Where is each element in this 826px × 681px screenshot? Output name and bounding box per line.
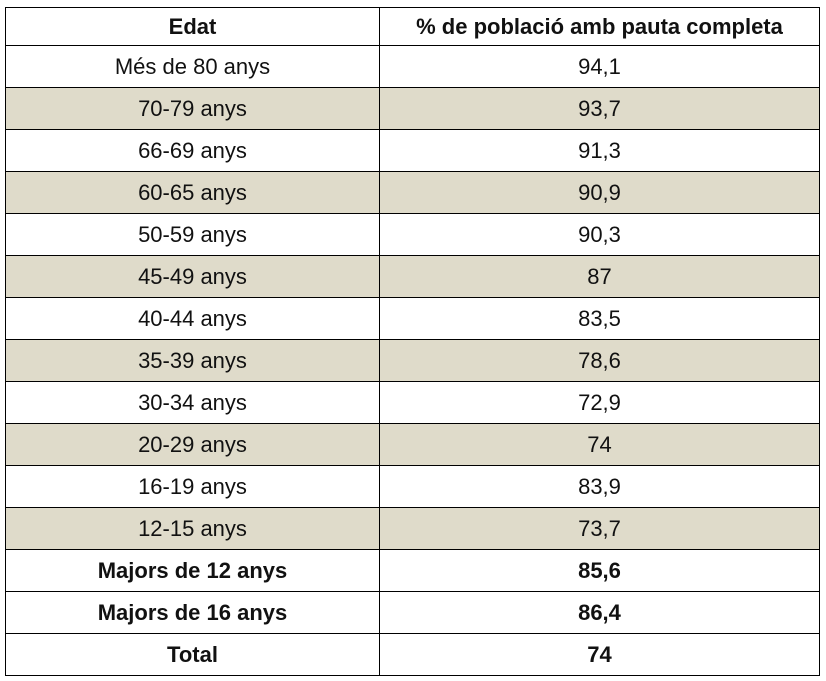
- age-cell: Total: [5, 633, 380, 676]
- age-cell: 40-44 anys: [5, 297, 380, 340]
- percent-cell: 93,7: [379, 87, 820, 130]
- table-row: Més de 80 anys 94,1: [5, 45, 820, 88]
- age-cell: 66-69 anys: [5, 129, 380, 172]
- table-row: 16-19 anys 83,9: [5, 465, 820, 508]
- table-row: 60-65 anys 90,9: [5, 171, 820, 214]
- age-cell: 50-59 anys: [5, 213, 380, 256]
- table-row: 50-59 anys 90,3: [5, 213, 820, 256]
- table-row: 20-29 anys 74: [5, 423, 820, 466]
- data-table: Edat % de població amb pauta completa Mé…: [5, 7, 820, 676]
- percent-cell: 78,6: [379, 339, 820, 382]
- table-row: 12-15 anys 73,7: [5, 507, 820, 550]
- percent-cell: 83,5: [379, 297, 820, 340]
- percent-cell: 87: [379, 255, 820, 298]
- percent-cell: 73,7: [379, 507, 820, 550]
- percent-cell: 74: [379, 633, 820, 676]
- table-row: Total 74: [5, 633, 820, 676]
- table-row: 70-79 anys 93,7: [5, 87, 820, 130]
- age-cell: Més de 80 anys: [5, 45, 380, 88]
- age-cell: 60-65 anys: [5, 171, 380, 214]
- percent-cell: 74: [379, 423, 820, 466]
- header-row: Edat % de població amb pauta completa: [5, 7, 820, 46]
- percent-cell: 91,3: [379, 129, 820, 172]
- age-cell: 45-49 anys: [5, 255, 380, 298]
- table-row: 66-69 anys 91,3: [5, 129, 820, 172]
- age-cell: 16-19 anys: [5, 465, 380, 508]
- percent-cell: 90,3: [379, 213, 820, 256]
- age-cell: 30-34 anys: [5, 381, 380, 424]
- table-body: Més de 80 anys 94,1 70-79 anys 93,7 66-69 an…: [5, 45, 820, 676]
- age-cell: Majors de 12 anys: [5, 549, 380, 592]
- percent-cell: 72,9: [379, 381, 820, 424]
- header-cell: Edat: [5, 7, 380, 46]
- table-row: Majors de 12 anys 85,6: [5, 549, 820, 592]
- age-cell: 20-29 anys: [5, 423, 380, 466]
- percent-cell: 94,1: [379, 45, 820, 88]
- table-row: Majors de 16 anys 86,4: [5, 591, 820, 634]
- table-row: 40-44 anys 83,5: [5, 297, 820, 340]
- percent-cell: 83,9: [379, 465, 820, 508]
- age-cell: Majors de 16 anys: [5, 591, 380, 634]
- age-cell: 70-79 anys: [5, 87, 380, 130]
- header-cell: % de població amb pauta completa: [379, 7, 820, 46]
- percent-cell: 90,9: [379, 171, 820, 214]
- age-cell: 35-39 anys: [5, 339, 380, 382]
- percent-cell: 86,4: [379, 591, 820, 634]
- table-row: 35-39 anys 78,6: [5, 339, 820, 382]
- table-row: 45-49 anys 87: [5, 255, 820, 298]
- table-row: 30-34 anys 72,9: [5, 381, 820, 424]
- percent-cell: 85,6: [379, 549, 820, 592]
- age-cell: 12-15 anys: [5, 507, 380, 550]
